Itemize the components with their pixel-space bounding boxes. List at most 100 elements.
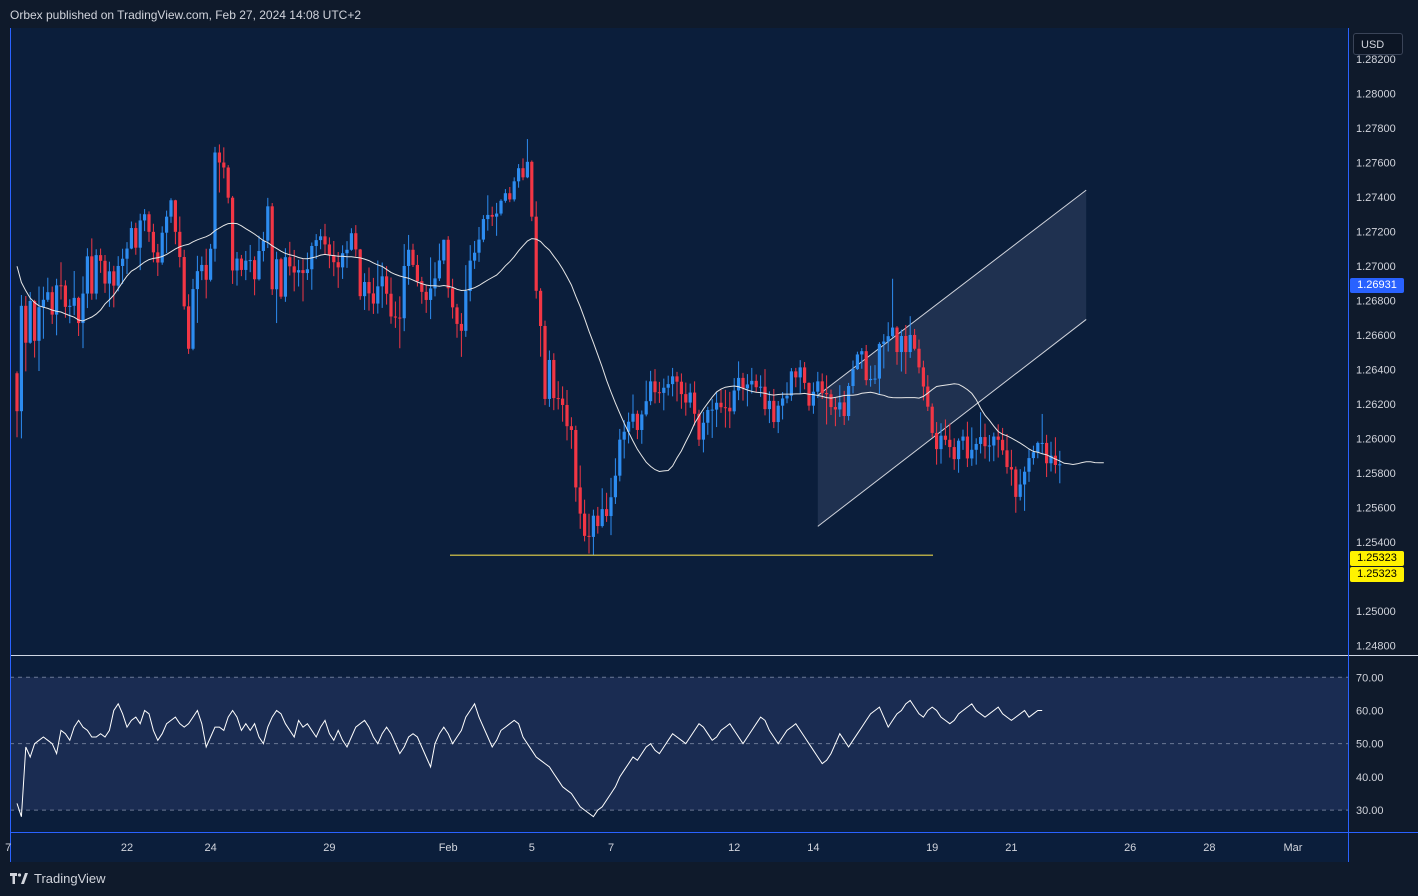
candle [178, 216, 182, 268]
candle-body [107, 271, 111, 284]
chart-footer [0, 862, 1418, 896]
tradingview-logo[interactable]: TradingView [10, 871, 106, 886]
candle-body [239, 258, 243, 270]
candle-body [820, 381, 824, 394]
candle-body [539, 290, 543, 326]
candle-body [367, 282, 371, 294]
candle-body [803, 367, 807, 383]
candle [855, 351, 859, 370]
candle [737, 361, 741, 401]
candle [1036, 441, 1040, 459]
candle [860, 348, 864, 369]
candle-body [908, 334, 912, 353]
candle-body [829, 394, 833, 408]
candle [270, 203, 274, 295]
candle [37, 286, 41, 372]
candle [424, 285, 428, 313]
candle [789, 368, 793, 401]
candle [671, 367, 675, 397]
candle-body [785, 395, 789, 399]
candle [543, 320, 547, 406]
candle-body [81, 293, 85, 324]
candle [547, 350, 551, 407]
candle [160, 226, 164, 265]
candle [85, 248, 89, 309]
candle [99, 248, 103, 273]
candle-body [838, 402, 842, 410]
candle-body [811, 391, 815, 406]
candle [147, 211, 151, 242]
candle [517, 164, 521, 188]
candle-body [415, 264, 419, 282]
candle [204, 248, 208, 299]
candle [825, 375, 829, 425]
candle-body [332, 255, 336, 263]
candle [605, 492, 609, 522]
candle [1027, 449, 1031, 482]
candle [583, 499, 587, 542]
candle [464, 265, 468, 337]
candle-body [33, 300, 37, 341]
candle [209, 243, 213, 282]
candle-body [741, 377, 745, 389]
candle [965, 421, 969, 468]
candle [741, 372, 745, 401]
candle-body [666, 384, 670, 388]
candle-body [622, 431, 626, 440]
price-tick-label: 1.25400 [1356, 537, 1396, 549]
candle-body [468, 260, 472, 291]
candle-body [943, 435, 947, 440]
candle [816, 371, 820, 399]
rsi-tick-label: 40.00 [1356, 772, 1384, 784]
tradingview-brand-text: TradingView [34, 871, 106, 886]
candle [913, 328, 917, 351]
candle-body [719, 402, 723, 408]
currency-selector-button[interactable]: USD [1353, 33, 1403, 55]
candle-body [429, 288, 433, 300]
candle [811, 382, 815, 414]
candle [169, 198, 173, 223]
candle [437, 243, 441, 281]
candle [292, 249, 296, 292]
candle-body [600, 509, 604, 527]
price-tick-label: 1.27800 [1356, 123, 1396, 135]
candle [411, 243, 415, 268]
candle-body [41, 299, 45, 308]
candle [534, 201, 538, 299]
candle-body [380, 276, 384, 287]
candle [253, 256, 257, 296]
channel-fill [817, 190, 1087, 527]
candle [235, 252, 239, 286]
candle [1058, 450, 1062, 484]
candle [767, 391, 771, 424]
candle-body [587, 535, 591, 537]
candle-body [288, 257, 292, 267]
rsi-line [16, 699, 1043, 818]
candle-body [939, 435, 943, 450]
candle [847, 382, 851, 421]
price-tick-label: 1.25600 [1356, 502, 1396, 514]
axes-group: 1.28200 1.28000 1.27800 1.27600 1.27400 1.272… [5, 28, 1418, 862]
price-tick-label: 1.26000 [1356, 433, 1396, 445]
candle [341, 245, 345, 279]
candle-body [675, 376, 679, 382]
time-tick-label: 5 [529, 842, 535, 854]
candle [631, 394, 635, 429]
candle-body [398, 317, 402, 319]
candle-body [165, 216, 169, 233]
time-tick-label: 14 [807, 842, 819, 854]
candle [1009, 449, 1013, 486]
candle-body [50, 292, 54, 315]
candle [143, 209, 147, 232]
candle-body [891, 327, 895, 337]
candle-body [547, 359, 551, 399]
candle [380, 262, 384, 308]
candle [1031, 445, 1035, 465]
candle-body [178, 231, 182, 258]
candle-body [433, 278, 437, 289]
candle [19, 294, 23, 439]
candle [759, 375, 763, 397]
candle-body [138, 220, 142, 248]
candle-body [481, 219, 485, 240]
